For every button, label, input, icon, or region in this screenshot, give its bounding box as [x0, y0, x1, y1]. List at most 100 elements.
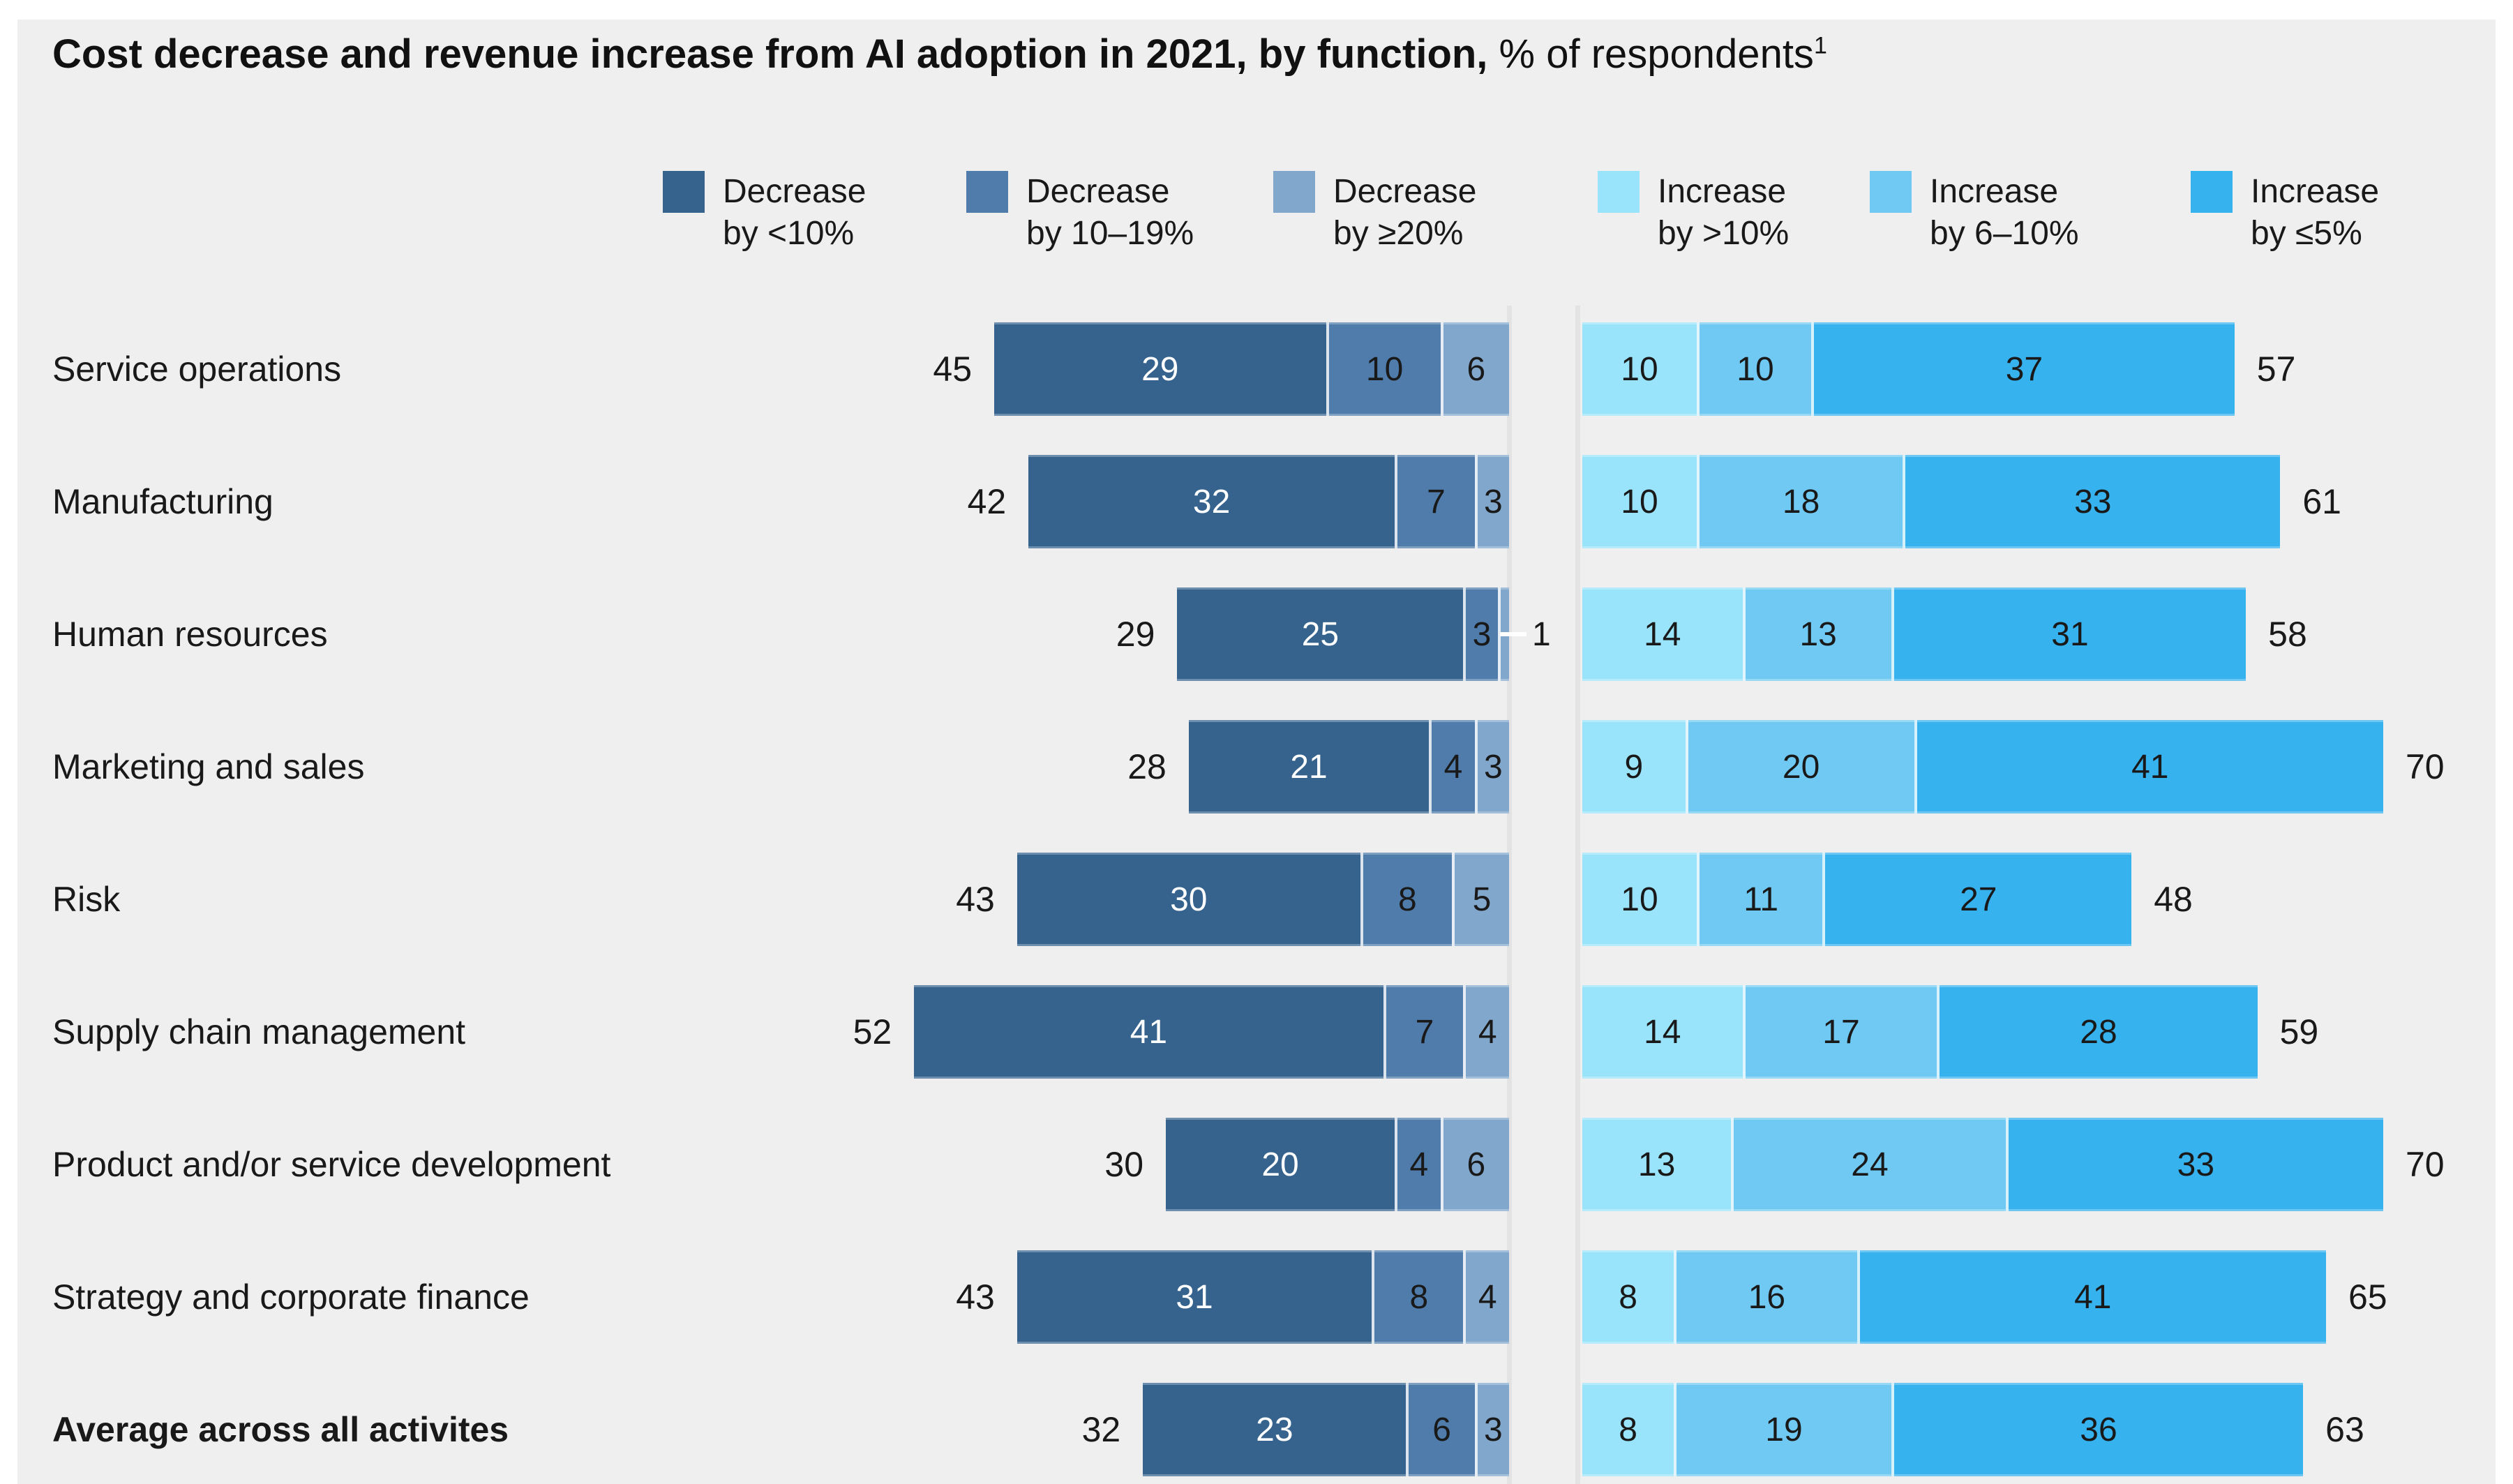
row-label: Product and/or service development: [52, 1145, 611, 1184]
bar-segment-increase-1: 11: [1697, 853, 1823, 946]
decrease-segment-callout: 1: [1500, 587, 1551, 681]
bar-segment-decrease-0: 20: [1166, 1118, 1395, 1211]
row-label: Strategy and corporate finance: [52, 1277, 530, 1317]
decrease-total-label: 45: [933, 350, 973, 389]
bar-row: Supply chain management 52 41 7 4 14 17 28 59: [0, 985, 2513, 1079]
row-label: Average across all activites: [52, 1410, 509, 1449]
callout-leader-line: [1500, 632, 1526, 636]
increase-total-label: 57: [2256, 350, 2296, 389]
bar-segment-increase-1: 10: [1697, 322, 1811, 416]
bar-segment-decrease-0: 29: [994, 322, 1326, 416]
decrease-bar-group: 45 29 10 6: [933, 322, 1509, 416]
bar-segment-increase-2: 28: [1937, 985, 2258, 1079]
increase-bar-group: 8 16 41 65: [1582, 1250, 2387, 1344]
bar-row: Product and/or service development 30 20 4 6…: [0, 1118, 2513, 1211]
row-label: Risk: [52, 880, 121, 919]
bar-segment-increase-2: 33: [2005, 1118, 2383, 1211]
bar-segment-decrease-1: 4: [1429, 720, 1475, 814]
increase-zero-axis-line: [1575, 306, 1580, 1484]
bar-segment-decrease-2: 4: [1463, 985, 1509, 1079]
bar-segment-increase-0: 8: [1582, 1250, 1674, 1344]
bar-segment-increase-2: 41: [1914, 720, 2383, 814]
bar-segment-increase-1: 18: [1697, 455, 1903, 548]
bar-segment-decrease-1: 4: [1395, 1118, 1441, 1211]
bar-row: Manufacturing 42 32 7 3 10 18 33 61: [0, 455, 2513, 548]
row-label: Service operations: [52, 350, 342, 389]
bar-segment-increase-1: 17: [1742, 985, 1937, 1079]
increase-bar-group: 10 10 37 57: [1582, 322, 2295, 416]
bar-segment-increase-2: 33: [1903, 455, 2281, 548]
legend-swatch-icon: [966, 171, 1008, 213]
increase-total-label: 70: [2405, 1145, 2445, 1184]
decrease-bar-group: 42 32 7 3: [968, 455, 1509, 548]
bar-segment-decrease-1: 8: [1372, 1250, 1464, 1344]
decrease-bar-group: 30 20 4 6: [1104, 1118, 1509, 1211]
increase-bar-group: 9 20 41 70: [1582, 720, 2445, 814]
chart-title-bold: Cost decrease and revenue increase from …: [52, 31, 1488, 77]
decrease-bar-group: 52 41 7 4: [853, 985, 1509, 1079]
decrease-total-label: 29: [1116, 615, 1155, 654]
legend-swatch-icon: [1870, 171, 1912, 213]
decrease-bar-group: 29 25 3: [1116, 587, 1509, 681]
legend-label: Decrease by <10%: [723, 173, 867, 252]
bar-segment-decrease-0: 21: [1188, 720, 1430, 814]
bar-segment-decrease-0: 41: [914, 985, 1383, 1079]
bar-segment-decrease-2: 6: [1440, 322, 1509, 416]
decrease-total-label: 30: [1104, 1145, 1144, 1184]
bar-segment-increase-1: 16: [1674, 1250, 1857, 1344]
increase-total-label: 48: [2154, 880, 2193, 919]
decrease-total-label: 43: [956, 880, 995, 919]
increase-total-label: 63: [2325, 1410, 2364, 1449]
decrease-bar-group: 28 21 4 3: [1127, 720, 1509, 814]
increase-total-label: 58: [2268, 615, 2307, 654]
bar-segment-increase-0: 8: [1582, 1383, 1674, 1476]
bar-segment-increase-1: 24: [1731, 1118, 2006, 1211]
bar-segment-decrease-1: 10: [1326, 322, 1441, 416]
row-label: Supply chain management: [52, 1012, 466, 1051]
bar-segment-increase-1: 19: [1674, 1383, 1891, 1476]
decrease-total-label: 43: [956, 1277, 995, 1317]
legend-item-decrease-0: Decrease by <10%: [663, 171, 866, 255]
legend-label: Increase by 6–10%: [1930, 173, 2079, 252]
bar-segment-increase-0: 10: [1582, 322, 1697, 416]
increase-bar-group: 13 24 33 70: [1582, 1118, 2445, 1211]
bar-segment-increase-2: 37: [1811, 322, 2235, 416]
legend-swatch-icon: [1273, 171, 1315, 213]
bar-segment-increase-1: 13: [1742, 587, 1891, 681]
bar-segment-increase-2: 36: [1891, 1383, 2304, 1476]
row-label: Human resources: [52, 615, 328, 654]
legend-item-increase-2: Increase by ≤5%: [2191, 171, 2379, 255]
increase-bar-group: 8 19 36 63: [1582, 1383, 2364, 1476]
bar-segment-decrease-2: 6: [1440, 1118, 1509, 1211]
bar-segment-decrease-2: 3: [1474, 1383, 1509, 1476]
chart-title-footnote-marker: 1: [1813, 32, 1827, 59]
bar-segment-decrease-1: 6: [1406, 1383, 1475, 1476]
bar-segment-decrease-1: 3: [1463, 587, 1498, 681]
bar-segment-decrease-0: 31: [1017, 1250, 1372, 1344]
increase-total-label: 65: [2348, 1277, 2387, 1317]
bar-row: Marketing and sales 28 21 4 3 9 20 41 70: [0, 720, 2513, 814]
bar-segment-increase-0: 10: [1582, 455, 1697, 548]
legend-item-increase-1: Increase by 6–10%: [1870, 171, 2079, 255]
bar-segment-increase-1: 20: [1685, 720, 1914, 814]
increase-total-label: 59: [2279, 1012, 2319, 1051]
decrease-total-label: 28: [1127, 747, 1167, 786]
bar-segment-increase-0: 9: [1582, 720, 1686, 814]
bar-segment-decrease-1: 7: [1383, 985, 1464, 1079]
decrease-bar-group: 43 30 8 5: [956, 853, 1509, 946]
bar-segment-decrease-1: 8: [1360, 853, 1452, 946]
bar-row: Human resources 29 25 3 1 14 13 31 58: [0, 587, 2513, 681]
legend-item-decrease-2: Decrease by ≥20%: [1273, 171, 1476, 255]
bar-segment-decrease-1: 7: [1395, 455, 1475, 548]
bar-segment-increase-2: 27: [1822, 853, 2132, 946]
bar-segment-increase-0: 13: [1582, 1118, 1732, 1211]
bar-segment-decrease-0: 30: [1017, 853, 1360, 946]
bar-segment-decrease-2: 3: [1474, 455, 1509, 548]
chart-title: Cost decrease and revenue increase from …: [52, 29, 1827, 80]
chart-title-regular: % of respondents: [1487, 31, 1814, 77]
decrease-total-label: 32: [1081, 1410, 1121, 1449]
legend-label: Decrease by 10–19%: [1026, 173, 1194, 252]
bar-row: Risk 43 30 8 5 10 11 27 48: [0, 853, 2513, 946]
bar-row: Strategy and corporate finance 43 31 8 4 8 16 4…: [0, 1250, 2513, 1344]
